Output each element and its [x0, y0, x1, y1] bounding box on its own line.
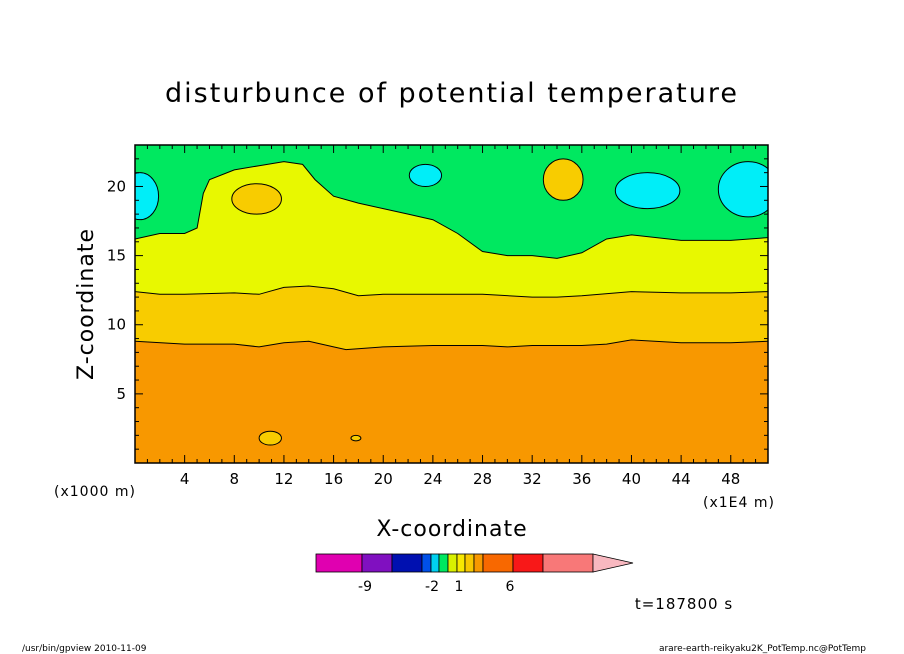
- x-tick-label: 28: [473, 470, 492, 488]
- y-axis: 5 10 15 20: [107, 158, 768, 450]
- layer-orange-yellow-contour: [135, 285, 768, 298]
- time-label: t=187800 s: [635, 595, 733, 613]
- x-tick-label: 24: [423, 470, 442, 488]
- colorbar-segment: [315, 553, 363, 573]
- colorbar-segment: [361, 553, 393, 573]
- y-tick-label: 5: [116, 385, 126, 403]
- colorbar-arrow: [592, 553, 634, 573]
- colorbar-tick-label: -2: [425, 579, 439, 595]
- x-axis-label: X-coordinate: [376, 517, 527, 542]
- x-tick-label: 4: [180, 470, 190, 488]
- colorbar-tick-label: 1: [455, 579, 464, 595]
- y-tick-label: 10: [107, 316, 126, 334]
- contour-blob-1: [542, 158, 584, 201]
- colorbar: [315, 553, 634, 573]
- contour-blob-3: [408, 163, 443, 187]
- colorbar-segment: [482, 553, 514, 573]
- chart-title: disturbunce of potential temperature: [165, 78, 739, 109]
- colorbar-segment: [512, 553, 544, 573]
- y-tick-label: 20: [107, 177, 126, 195]
- plot-frame: [134, 144, 769, 464]
- footer-left: /usr/bin/gpview 2010-11-09: [22, 644, 147, 654]
- contour-lines: [135, 158, 768, 446]
- y-axis-label: Z-coordinate: [74, 228, 99, 380]
- contour-field: [135, 145, 768, 463]
- x-tick-label: 48: [721, 470, 740, 488]
- colorbar-segment: [473, 553, 484, 573]
- footer-right: arare-earth-reikyaku2K_PotTemp.nc@PotTem…: [659, 644, 866, 654]
- layer-yellow-contour: [135, 161, 768, 259]
- contour-blob-0: [231, 183, 282, 215]
- x-tick-label: 32: [523, 470, 542, 488]
- colorbar-tick-label: 6: [506, 579, 515, 595]
- contour-blob-6: [258, 430, 282, 446]
- x-tick-label: 36: [572, 470, 591, 488]
- layer-deep-orange: [135, 339, 768, 463]
- x-tick-label: 20: [374, 470, 393, 488]
- x-tick-label: 40: [622, 470, 641, 488]
- colorbar-segment: [464, 553, 475, 573]
- y-tick-label: 15: [107, 247, 126, 265]
- x-tick-label: 16: [324, 470, 343, 488]
- colorbar-segment: [430, 553, 440, 573]
- colorbar-segment: [438, 553, 449, 573]
- colorbar-tick-labels: -9 -2 1 6: [358, 579, 515, 595]
- colorbar-segment: [391, 553, 423, 573]
- colorbar-segment: [421, 553, 432, 573]
- x-tick-label: 8: [230, 470, 240, 488]
- contour-blob-2: [135, 172, 160, 221]
- colorbar-segment: [456, 553, 466, 573]
- contour-blob-7: [350, 434, 362, 442]
- x-unit-left: (x1000 m): [54, 484, 136, 500]
- x-unit-right: (x1E4 m): [703, 495, 775, 511]
- contour-blob-5: [717, 161, 768, 218]
- colorbar-segment: [447, 553, 458, 573]
- x-tick-label: 44: [672, 470, 691, 488]
- x-axis: 4 8 12 16 20 24 28 32 36 40 44 48: [146, 145, 757, 488]
- x-tick-label: 12: [274, 470, 293, 488]
- contour-blob-4: [614, 172, 681, 210]
- colorbar-tick-label: -9: [358, 579, 372, 595]
- colorbar-segment: [542, 553, 594, 573]
- layer-deep-orange-contour: [135, 339, 768, 351]
